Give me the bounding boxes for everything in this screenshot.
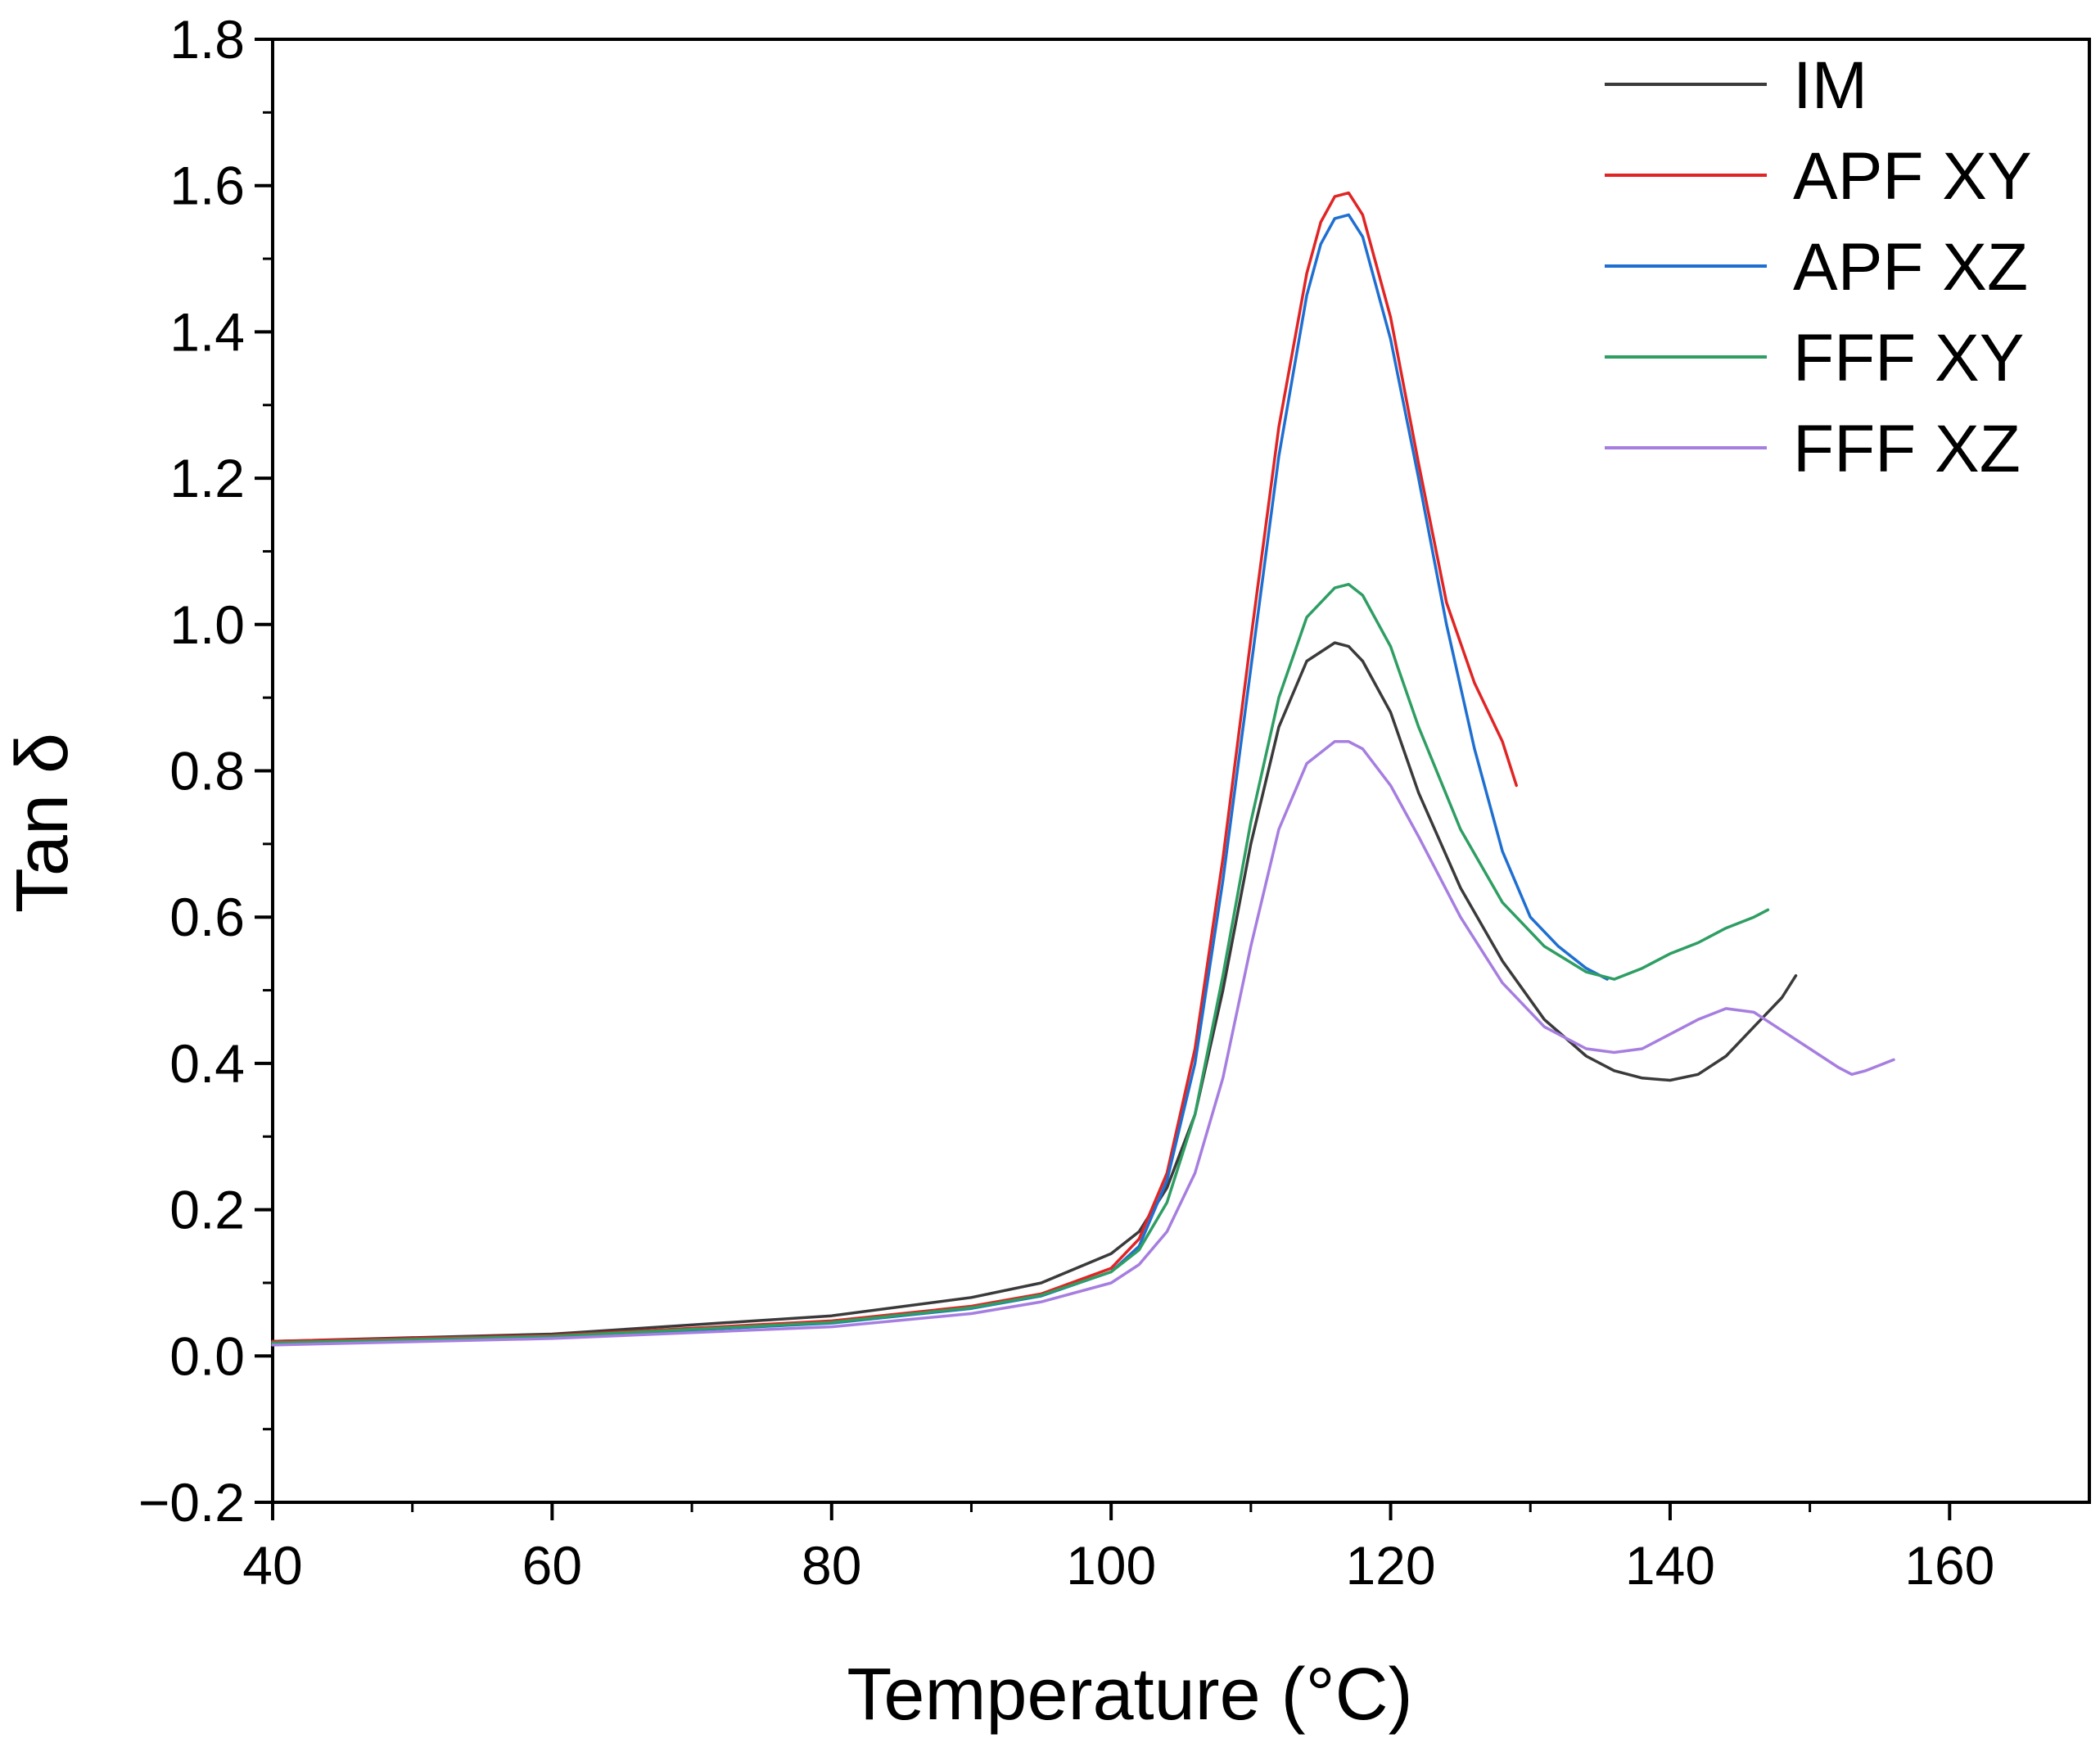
- x-axis-title: Temperature (°C): [847, 1654, 1412, 1736]
- x-tick-label: 160: [1904, 1535, 1994, 1596]
- series-line-fff-xy: [271, 582, 1770, 1344]
- y-axis-title: Tan δ: [2, 733, 84, 913]
- x-tick-label: 120: [1345, 1535, 1435, 1596]
- y-tick-label: 1.4: [169, 301, 245, 362]
- y-tick-label: 1.0: [169, 594, 245, 655]
- y-tick-label: 0.0: [169, 1325, 245, 1386]
- y-tick-label: 1.8: [169, 9, 245, 70]
- x-tick-label: 140: [1625, 1535, 1715, 1596]
- legend-label: IM: [1793, 48, 1867, 123]
- legend: IM APF XY APF XZ FFF XY FFF XZ: [1605, 48, 2032, 486]
- legend-label: FFF XZ: [1793, 412, 2021, 486]
- series-line-fff-xz: [271, 740, 1895, 1347]
- x-tick-label: 60: [522, 1535, 582, 1596]
- y-tick-label: 0.4: [169, 1033, 245, 1094]
- series-line-im: [271, 641, 1798, 1343]
- series-line-apf-xy: [271, 191, 1518, 1343]
- series-lines: [271, 191, 1895, 1347]
- series-line-apf-xz: [271, 213, 1609, 1344]
- y-axis-ticks: −0.2 0.0 0.2 0.4 0.6 0.8 1.0 1.2 1.4 1.6 1.8: [138, 9, 273, 1533]
- legend-label: APF XY: [1793, 139, 2032, 214]
- x-axis-ticks: 40 60 80 100 120 140 160: [242, 1502, 1994, 1596]
- y-tick-label: 0.2: [169, 1180, 245, 1240]
- y-tick-label: −0.2: [138, 1472, 245, 1533]
- x-tick-label: 40: [242, 1535, 302, 1596]
- x-tick-label: 80: [802, 1535, 861, 1596]
- legend-label: APF XZ: [1793, 230, 2028, 305]
- x-tick-label: 100: [1066, 1535, 1156, 1596]
- y-tick-label: 1.2: [169, 448, 245, 508]
- y-tick-label: 0.6: [169, 887, 245, 947]
- y-tick-label: 0.8: [169, 741, 245, 802]
- legend-label: FFF XY: [1793, 321, 2024, 395]
- y-tick-label: 1.6: [169, 156, 245, 216]
